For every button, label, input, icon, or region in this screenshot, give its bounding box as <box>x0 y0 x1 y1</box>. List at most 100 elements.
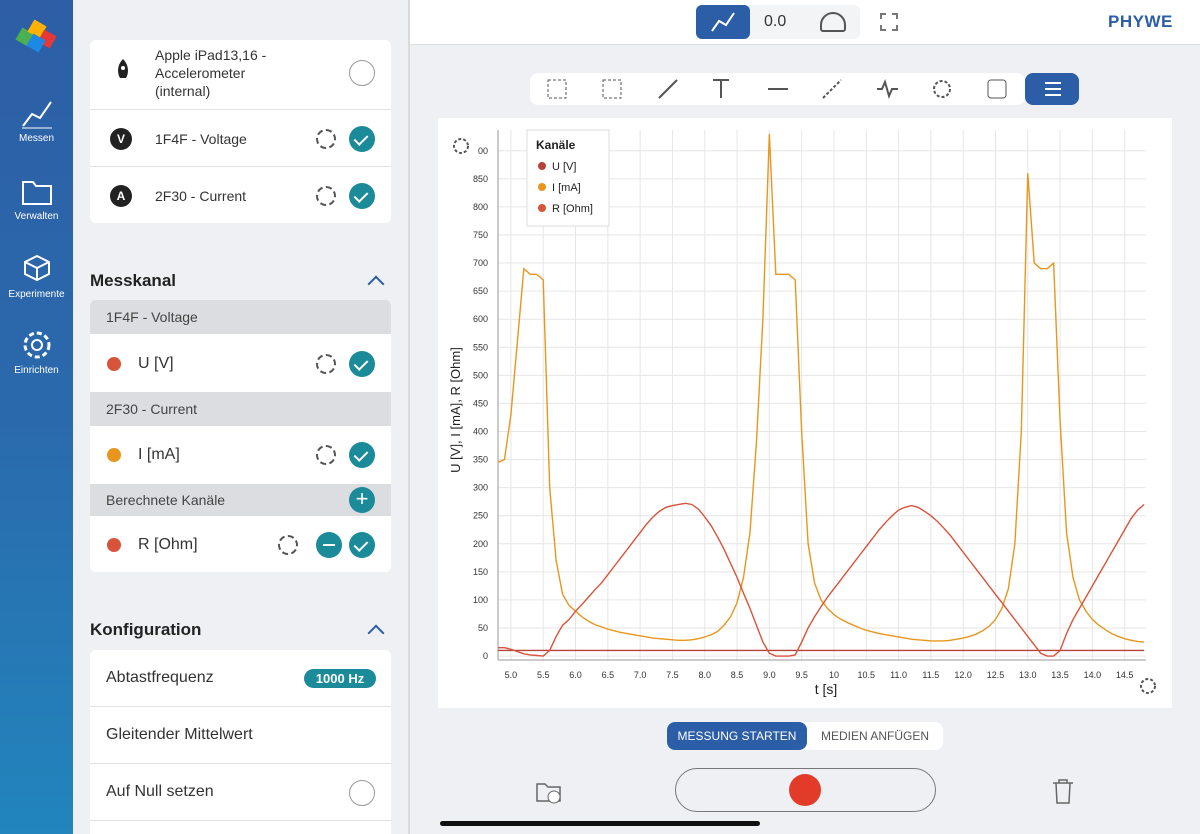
y-tick-label: 0 <box>483 651 488 661</box>
nav-messen[interactable]: Messen <box>0 96 73 144</box>
x-tick-label: 7.5 <box>666 670 679 680</box>
y-tick-label: 350 <box>473 455 488 465</box>
check[interactable] <box>349 126 375 152</box>
legend-marker <box>538 183 546 191</box>
config-card: Abtastfrequenz 1000 Hz Gleitender Mittel… <box>90 650 391 834</box>
y-tick-label: 200 <box>473 539 488 549</box>
series-line <box>497 133 1145 643</box>
top-bar: 0.0 PHYWE <box>410 0 1200 45</box>
export-icon[interactable] <box>535 778 563 806</box>
x-tick-label: 9.0 <box>763 670 776 680</box>
x-tick-label: 8.5 <box>731 670 744 680</box>
nav-einrichten[interactable]: Einrichten <box>0 328 73 376</box>
config-label: Abtastfrequenz <box>106 669 214 686</box>
y-tick-label: 700 <box>473 258 488 268</box>
nav-label: Einrichten <box>14 365 59 376</box>
group-header: 2F30 - Current <box>90 392 391 426</box>
settings[interactable] <box>316 445 336 465</box>
y-tick-label: 850 <box>473 174 488 184</box>
media-button[interactable]: MEDIEN ANFÜGEN <box>820 729 929 743</box>
x-tick-label: 9.5 <box>795 670 808 680</box>
sensor-card: Apple iPad13,16 - Accelerometer (interna… <box>90 40 391 223</box>
x-tick-label: 10.5 <box>857 670 875 680</box>
legend-label: R [Ohm] <box>552 203 593 215</box>
channel-name: R [Ohm] <box>138 536 198 553</box>
start-button[interactable]: MESSUNG STARTEN <box>667 722 807 750</box>
y-axis-label: U [V], I [mA], R [Ohm] <box>448 347 463 473</box>
fullscreen[interactable] <box>880 13 898 31</box>
x-tick-label: 10 <box>829 670 839 680</box>
grid: 0 50 100 150 200 250 300 350 400 450 500 550 600 650 7… <box>473 130 1146 680</box>
color-dot <box>107 357 121 371</box>
legend-title: Kanäle <box>536 138 576 152</box>
x-tick-label: 13.0 <box>1019 670 1037 680</box>
series-line <box>498 502 1145 657</box>
y-tick-label: 50 <box>478 623 488 633</box>
x-tick-label: 12.0 <box>954 670 972 680</box>
sensor-row: Apple iPad13,16 - Accelerometer (interna… <box>90 40 391 110</box>
settings[interactable] <box>316 354 336 374</box>
y-tick-label: 450 <box>473 398 488 408</box>
sensor-icon: V <box>110 128 132 150</box>
gauge-mode[interactable] <box>820 12 846 32</box>
toggle[interactable] <box>349 780 375 806</box>
lines <box>497 133 1145 657</box>
icon <box>21 181 52 205</box>
record-button[interactable] <box>789 774 821 806</box>
frequency-badge[interactable]: 1000 Hz <box>304 669 376 688</box>
icon <box>21 101 52 129</box>
sensor-name: Apple iPad13,16 - Accelerometer (interna… <box>155 47 267 99</box>
collapse[interactable] <box>367 624 385 642</box>
x-tick-label: 5.0 <box>505 670 518 680</box>
settings[interactable] <box>316 129 336 149</box>
y-tick-label: 550 <box>473 342 488 352</box>
color-dot <box>107 448 121 462</box>
settings[interactable] <box>316 186 336 206</box>
toolbar <box>530 73 1025 105</box>
y-tick-label: 00 <box>478 146 488 156</box>
y-tick-label: 500 <box>473 370 488 380</box>
settings[interactable] <box>278 535 298 555</box>
remove-button[interactable] <box>316 532 342 558</box>
brand: PHYWE <box>1108 12 1173 31</box>
nav-experimente[interactable]: Experimente <box>0 252 73 300</box>
nav-verwalten[interactable]: Verwalten <box>0 174 73 222</box>
color-dot <box>107 538 121 552</box>
x-axis-label: t [s] <box>815 681 838 697</box>
x-tick-label: 12.5 <box>987 670 1005 680</box>
check[interactable] <box>349 183 375 209</box>
x-tick-label: 7.0 <box>634 670 647 680</box>
check[interactable] <box>349 351 375 377</box>
divider <box>408 0 410 834</box>
legend: Kanäle U [V] I [mA] R [Ohm] <box>526 129 610 227</box>
chart-settings[interactable] <box>453 138 469 154</box>
check[interactable] <box>349 442 375 468</box>
sensor-name: 2F30 - Current <box>155 188 247 204</box>
home-indicator <box>440 821 760 826</box>
config-row: Auf Null setzen <box>90 764 391 821</box>
config-row: Abtastfrequenz <box>90 650 391 707</box>
graph-mode[interactable] <box>696 5 750 39</box>
config-label: Gleitender Mittelwert <box>106 726 253 743</box>
section-title: Konfiguration <box>90 620 202 639</box>
legend-marker <box>538 162 546 170</box>
logo <box>15 19 57 53</box>
nav-label: Messen <box>18 133 54 144</box>
icon <box>23 254 50 282</box>
toggle[interactable] <box>349 60 375 86</box>
y-tick-label: 150 <box>473 567 488 577</box>
list-button[interactable] <box>1025 73 1079 105</box>
add-button[interactable]: + <box>349 487 375 513</box>
legend-label: U [V] <box>552 161 576 173</box>
x-tick-label: 5.5 <box>537 670 550 680</box>
x-tick-label: 11.5 <box>922 670 939 680</box>
icon <box>1045 82 1061 96</box>
record-bar <box>675 768 936 812</box>
delete-icon[interactable] <box>1050 778 1076 806</box>
axis-settings[interactable] <box>1140 678 1156 694</box>
collapse[interactable] <box>367 275 385 293</box>
y-tick-label: 750 <box>473 230 488 240</box>
check[interactable] <box>349 532 375 558</box>
x-tick-label: 6.0 <box>569 670 582 680</box>
